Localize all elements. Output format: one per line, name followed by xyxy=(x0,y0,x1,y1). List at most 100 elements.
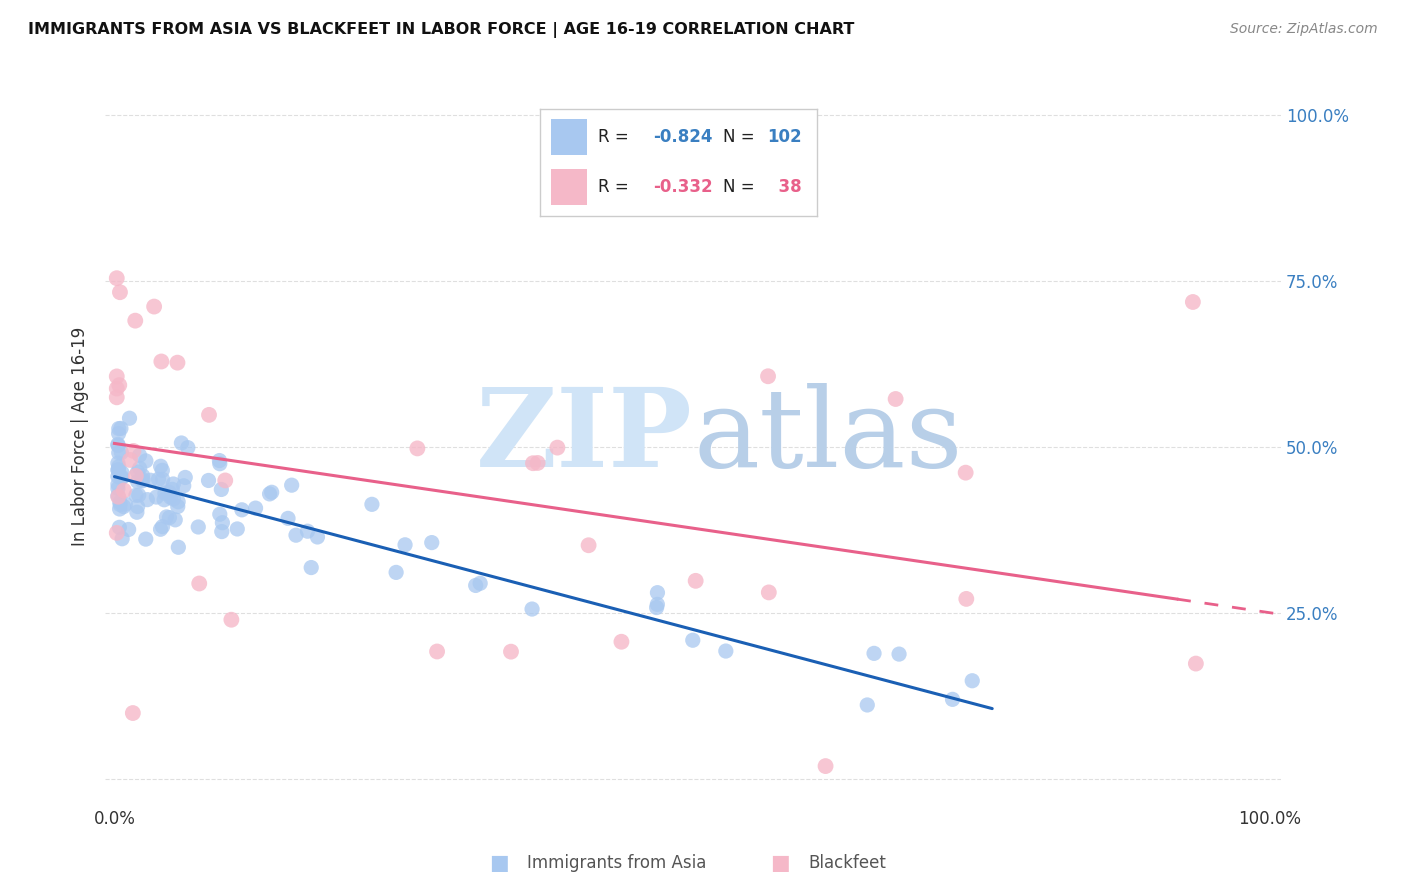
Point xyxy=(394,538,416,552)
Point xyxy=(464,578,486,592)
Point xyxy=(159,490,181,504)
Point xyxy=(162,483,184,497)
Point xyxy=(112,500,135,514)
Point xyxy=(108,378,131,392)
Point xyxy=(426,644,449,658)
Point xyxy=(177,441,200,455)
Point xyxy=(105,271,128,285)
Point xyxy=(149,522,172,536)
Point xyxy=(208,453,231,467)
Point xyxy=(297,524,319,539)
Point xyxy=(1185,657,1208,671)
Point xyxy=(758,585,780,599)
Point xyxy=(108,520,131,534)
Point xyxy=(150,463,173,477)
Point xyxy=(107,463,129,477)
Point xyxy=(756,369,779,384)
Text: Blackfeet: Blackfeet xyxy=(808,854,886,871)
Point xyxy=(714,644,737,658)
Point xyxy=(107,459,129,474)
Point xyxy=(520,602,543,616)
Point xyxy=(277,511,299,525)
Point xyxy=(128,461,150,475)
Point xyxy=(136,492,159,507)
Point xyxy=(112,483,135,498)
Point xyxy=(131,474,153,488)
Point xyxy=(955,591,977,606)
Point xyxy=(135,454,157,468)
Point xyxy=(107,426,129,441)
Point xyxy=(107,446,129,460)
Point xyxy=(121,706,143,720)
Point xyxy=(108,495,131,509)
Point xyxy=(118,411,141,425)
Point xyxy=(231,503,253,517)
Point xyxy=(143,300,166,314)
Point xyxy=(107,437,129,451)
Point xyxy=(111,470,134,484)
Point xyxy=(107,490,129,504)
Point xyxy=(260,485,283,500)
Point xyxy=(546,441,568,455)
Point xyxy=(127,465,149,479)
Point xyxy=(285,528,308,542)
Point xyxy=(166,500,188,514)
Point xyxy=(361,497,384,511)
Point xyxy=(127,475,149,489)
Point xyxy=(148,472,170,486)
Point xyxy=(960,673,983,688)
Point xyxy=(107,421,129,435)
Point xyxy=(107,489,129,503)
Point xyxy=(406,442,429,456)
Point xyxy=(111,466,134,480)
Point xyxy=(578,538,600,552)
Point xyxy=(159,510,181,524)
Point xyxy=(685,574,707,588)
Point xyxy=(165,513,187,527)
Point xyxy=(167,495,190,509)
Point xyxy=(208,457,231,471)
Text: ■: ■ xyxy=(770,853,790,872)
Point xyxy=(108,285,131,300)
Text: ■: ■ xyxy=(489,853,509,872)
Point xyxy=(125,505,148,519)
Point xyxy=(107,463,129,477)
Point xyxy=(208,508,231,522)
Point xyxy=(150,354,173,368)
Point xyxy=(166,356,188,370)
Point xyxy=(645,600,668,615)
Point xyxy=(124,313,146,327)
Point xyxy=(107,438,129,452)
Point xyxy=(259,487,281,501)
Point xyxy=(110,421,132,435)
Point xyxy=(153,492,176,507)
Point xyxy=(211,524,233,539)
Text: Source: ZipAtlas.com: Source: ZipAtlas.com xyxy=(1230,22,1378,37)
Point xyxy=(174,470,197,484)
Point xyxy=(152,473,174,487)
Point xyxy=(863,646,886,660)
Point xyxy=(955,466,977,480)
Point xyxy=(155,510,177,524)
Point xyxy=(132,473,155,487)
Point xyxy=(157,485,180,500)
Point xyxy=(111,532,134,546)
Point xyxy=(131,468,153,483)
Point xyxy=(214,474,236,488)
Point xyxy=(108,498,131,512)
Point xyxy=(470,576,492,591)
Point xyxy=(135,532,157,546)
Point xyxy=(197,474,219,488)
Point xyxy=(307,530,329,544)
Point xyxy=(610,634,633,648)
Point xyxy=(162,491,184,506)
Point xyxy=(170,436,193,450)
Point xyxy=(198,408,221,422)
Point xyxy=(226,522,249,536)
Point xyxy=(499,645,522,659)
Point xyxy=(125,469,148,483)
Point xyxy=(682,633,704,648)
Point xyxy=(245,501,267,516)
Point xyxy=(209,483,232,497)
Point xyxy=(941,692,963,706)
